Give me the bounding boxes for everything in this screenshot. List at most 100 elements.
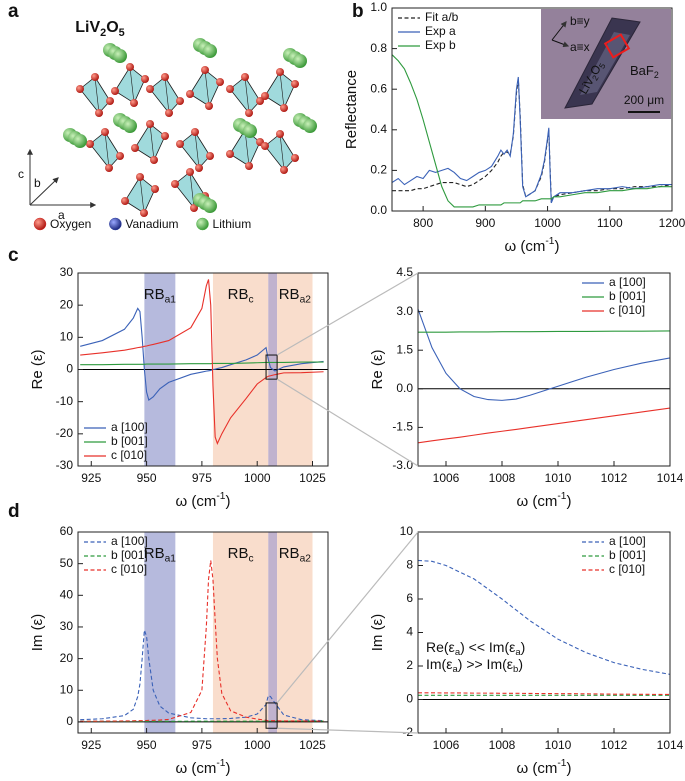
legend-label: Exp b [425, 38, 456, 52]
oxygen-atom [190, 204, 198, 212]
oxygen-atom [261, 92, 269, 100]
x-tick-label: 950 [137, 471, 157, 485]
oxygen-atom [176, 97, 184, 105]
oxygen-atom [140, 209, 148, 217]
oxygen-atom [150, 156, 158, 164]
x-tick-label: 1010 [545, 471, 572, 485]
x-tick-label: 975 [192, 471, 212, 485]
text-part: ω (cm [176, 760, 217, 777]
text-part: c [248, 294, 253, 305]
oxygen-atom [206, 152, 214, 160]
polyhedron-edge [149, 123, 155, 161]
legend-atom [109, 217, 122, 231]
oxygen-atom [245, 162, 253, 170]
data-line [418, 692, 670, 696]
y-tick-label: 4 [406, 625, 413, 639]
band-label: RBc [228, 545, 254, 564]
polyhedron-edge [194, 131, 200, 169]
y-tick-label: 10 [400, 524, 414, 538]
text-part: ω (cm [176, 493, 217, 510]
oxygen-atom [205, 102, 213, 110]
legend-atom [33, 217, 47, 231]
x-tick-label: 975 [192, 738, 212, 752]
zoom-box [265, 702, 278, 729]
x-axis-label: ω (cm-1) [176, 491, 231, 510]
text-part: b [513, 664, 518, 675]
polyhedron-edge [94, 76, 100, 114]
y-tick-label: 30 [60, 619, 74, 633]
legend-label: c [010] [111, 562, 147, 576]
crystal-highlight [580, 32, 630, 95]
resonance-band [277, 532, 313, 733]
x-tick-label: 900 [475, 216, 495, 230]
axis-name: c [18, 167, 24, 181]
polyhedron [124, 176, 156, 214]
text-part: a2 [300, 553, 312, 564]
lithium-atom [123, 119, 137, 133]
oxygen-atom [146, 120, 154, 128]
panel-label: b [352, 1, 364, 22]
x-tick-label: 1000 [534, 216, 561, 230]
y-tick-label: 10 [60, 682, 74, 696]
polyhedron [149, 76, 181, 114]
data-line [80, 560, 324, 722]
annotation: Im(εa) >> Im(εb) [426, 656, 523, 675]
x-tick-label: 1000 [244, 738, 271, 752]
data-line [80, 279, 324, 445]
oxygen-atom [101, 128, 109, 136]
plot-area [418, 308, 670, 444]
plot-frame [77, 531, 329, 734]
oxygen-atom [141, 75, 149, 83]
y-tick-label: -30 [56, 458, 74, 472]
x-tick-label: 1100 [597, 216, 623, 230]
y-tick-label: 20 [60, 651, 74, 665]
legend-atom [196, 217, 209, 231]
zoom-connector [277, 727, 419, 734]
x-axis-label: ω (cm-1) [517, 758, 572, 777]
oxygen-atom [176, 140, 184, 148]
zoom-connector [276, 272, 419, 356]
x-tick-label: 950 [137, 738, 157, 752]
text-part: c [248, 553, 253, 564]
oxygen-atom [95, 109, 103, 117]
y-tick-label: 60 [60, 524, 74, 538]
x-axis-label: ω (cm-1) [176, 758, 231, 777]
x-axis-label: ω (cm-1) [505, 236, 560, 255]
x-tick-label: 1010 [545, 738, 572, 752]
axis-name: a [58, 208, 65, 222]
text-part: RB [279, 286, 300, 303]
text-part: a [515, 647, 521, 658]
oxygen-atom [280, 166, 288, 174]
oxygen-atom [226, 85, 234, 93]
polyhedron-edge [139, 176, 145, 214]
y-axis-label: Im (ε) [369, 614, 386, 652]
text-part: ) >> Im(ε [458, 656, 513, 672]
oxygen-atom [280, 104, 288, 112]
oxygen-atom [131, 144, 139, 152]
x-tick-label: 925 [81, 738, 101, 752]
polyhedron [114, 66, 146, 104]
text-part: ) [521, 639, 526, 655]
oxygen-atom [111, 87, 119, 95]
data-line [418, 407, 670, 444]
oxygen-atom [186, 168, 194, 176]
polyhedron-edge [129, 66, 135, 104]
oxygen-atom [195, 164, 203, 172]
structure-title: LiV2O5 [75, 19, 124, 38]
legend-label: Lithium [213, 217, 252, 231]
x-tick-label: 1008 [489, 471, 516, 485]
y-tick-label: -10 [56, 394, 74, 408]
band-label: RBa2 [279, 545, 312, 564]
plot-area [78, 273, 328, 466]
y-tick-label: 30 [60, 265, 74, 279]
text-part: ) [566, 493, 571, 510]
measurement-spot [603, 33, 631, 59]
oxygen-atom [256, 97, 264, 105]
oxygen-atom [151, 185, 159, 193]
zoom-connector [276, 531, 419, 704]
lithium-atom [113, 49, 127, 63]
